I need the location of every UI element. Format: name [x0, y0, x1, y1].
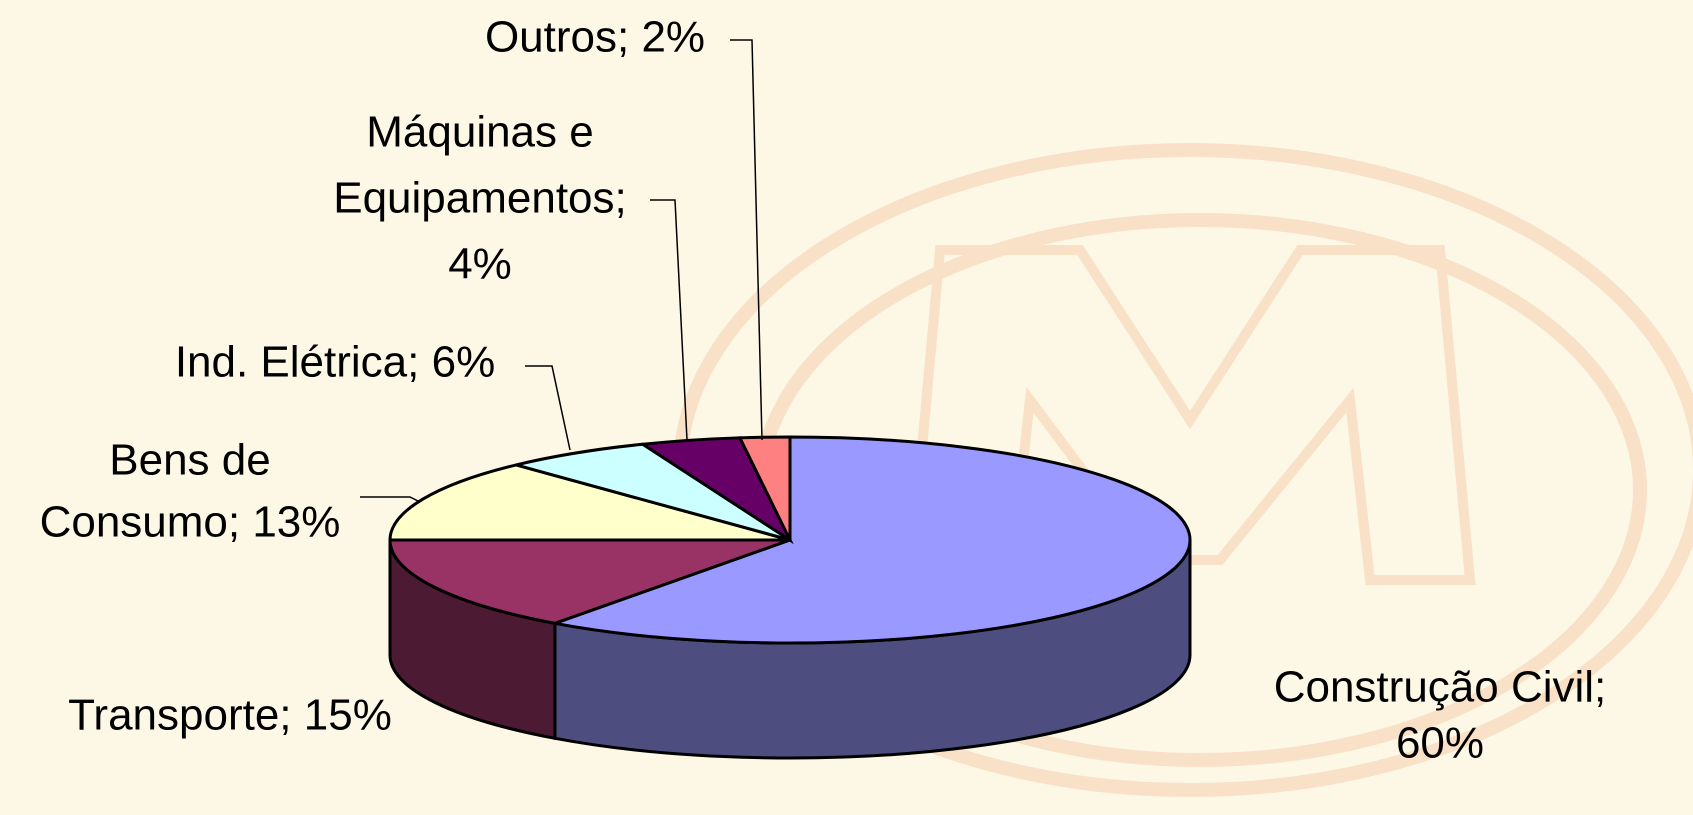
- data-label: Outros; 2%: [485, 13, 705, 62]
- data-label: Máquinas e: [366, 108, 593, 157]
- leader-line: [360, 496, 421, 503]
- slice: [388, 463, 791, 542]
- data-label: Construção Civil;: [1274, 663, 1607, 712]
- leader-line: [730, 39, 763, 441]
- data-label: 60%: [1396, 719, 1484, 768]
- data-label: Bens de: [109, 436, 270, 485]
- pie: [388, 435, 1192, 760]
- slice: [388, 538, 791, 625]
- slice: [549, 435, 1192, 645]
- slice: [737, 435, 792, 541]
- data-label: 4%: [448, 240, 512, 289]
- leader-line: [525, 365, 571, 451]
- leader-line: [650, 199, 688, 441]
- slice: [515, 442, 791, 542]
- labels: Construção Civil; 60% Transporte; 15% Bens …: [40, 13, 1607, 768]
- data-label: Consumo; 13%: [40, 498, 341, 547]
- data-label: Transporte; 15%: [68, 691, 392, 740]
- data-label: Ind. Elétrica; 6%: [175, 338, 495, 387]
- data-label: Equipamentos;: [333, 174, 627, 223]
